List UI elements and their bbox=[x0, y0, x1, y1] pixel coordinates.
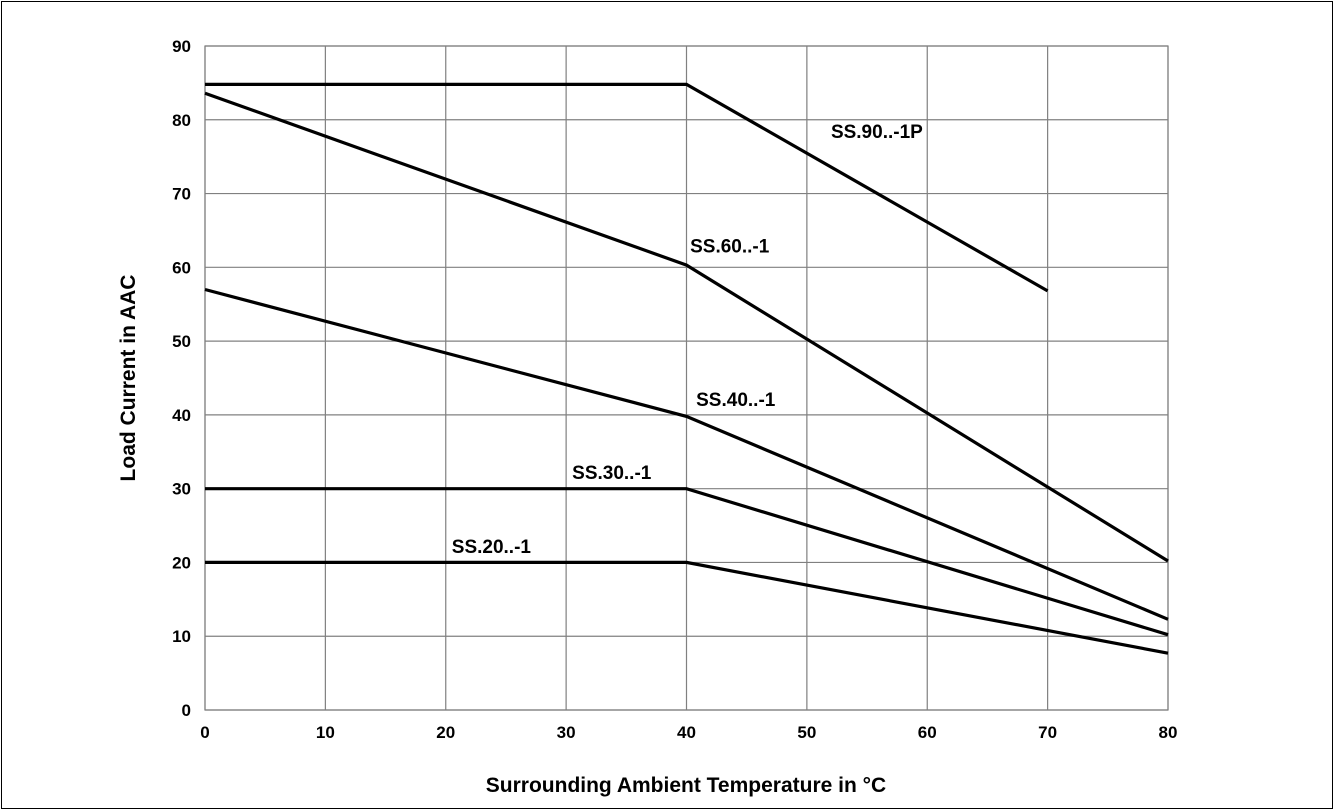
series-label-ss-20-1: SS.20..-1 bbox=[452, 537, 532, 558]
x-tick-label: 0 bbox=[200, 723, 209, 742]
x-tick-label: 10 bbox=[316, 723, 335, 742]
series-lines bbox=[204, 82, 1169, 655]
series-label-ss-30-1: SS.30..-1 bbox=[572, 463, 652, 484]
series-labels: SS.90..-1P SS.60..-1 SS.40..-1 SS.30..-1 SS.… bbox=[452, 122, 923, 558]
y-tick-label: 0 bbox=[182, 701, 191, 720]
x-tick-label: 40 bbox=[677, 723, 696, 742]
x-tick-label: 50 bbox=[797, 723, 816, 742]
series-line-ss-90-1p bbox=[205, 82, 1049, 293]
y-tick-label: 60 bbox=[172, 258, 191, 277]
x-tick-label: 20 bbox=[436, 723, 455, 742]
series-line-ss-60-1 bbox=[204, 91, 1169, 563]
y-tick-label: 20 bbox=[172, 553, 191, 572]
y-tick-label: 10 bbox=[172, 627, 191, 646]
y-tick-label: 80 bbox=[172, 111, 191, 130]
plot-area bbox=[204, 45, 1169, 711]
x-tick-label: 70 bbox=[1038, 723, 1057, 742]
y-tick-label: 40 bbox=[172, 406, 191, 425]
series-label-ss-60-1: SS.60..-1 bbox=[690, 237, 770, 258]
x-tick-labels: 0 10 20 30 40 50 60 70 80 bbox=[200, 723, 1177, 742]
x-tick-label: 60 bbox=[918, 723, 937, 742]
series-line-ss-30-1 bbox=[205, 487, 1169, 637]
x-tick-label: 80 bbox=[1159, 723, 1178, 742]
series-line-ss-40-1 bbox=[204, 287, 1169, 621]
y-tick-labels: 0 10 20 30 40 50 60 70 80 90 bbox=[172, 37, 191, 720]
series-label-ss-90-1p: SS.90..-1P bbox=[831, 122, 923, 143]
y-tick-label: 50 bbox=[172, 332, 191, 351]
y-tick-label: 30 bbox=[172, 480, 191, 499]
x-axis-label: Surrounding Ambient Temperature in °C bbox=[486, 774, 886, 797]
x-tick-label: 30 bbox=[557, 723, 576, 742]
series-label-ss-40-1: SS.40..-1 bbox=[696, 390, 776, 411]
y-tick-label: 90 bbox=[172, 37, 191, 56]
y-tick-label: 70 bbox=[172, 185, 191, 204]
y-axis-label: Load Current in AAC bbox=[117, 275, 140, 482]
series-line-ss-20-1 bbox=[205, 560, 1169, 655]
